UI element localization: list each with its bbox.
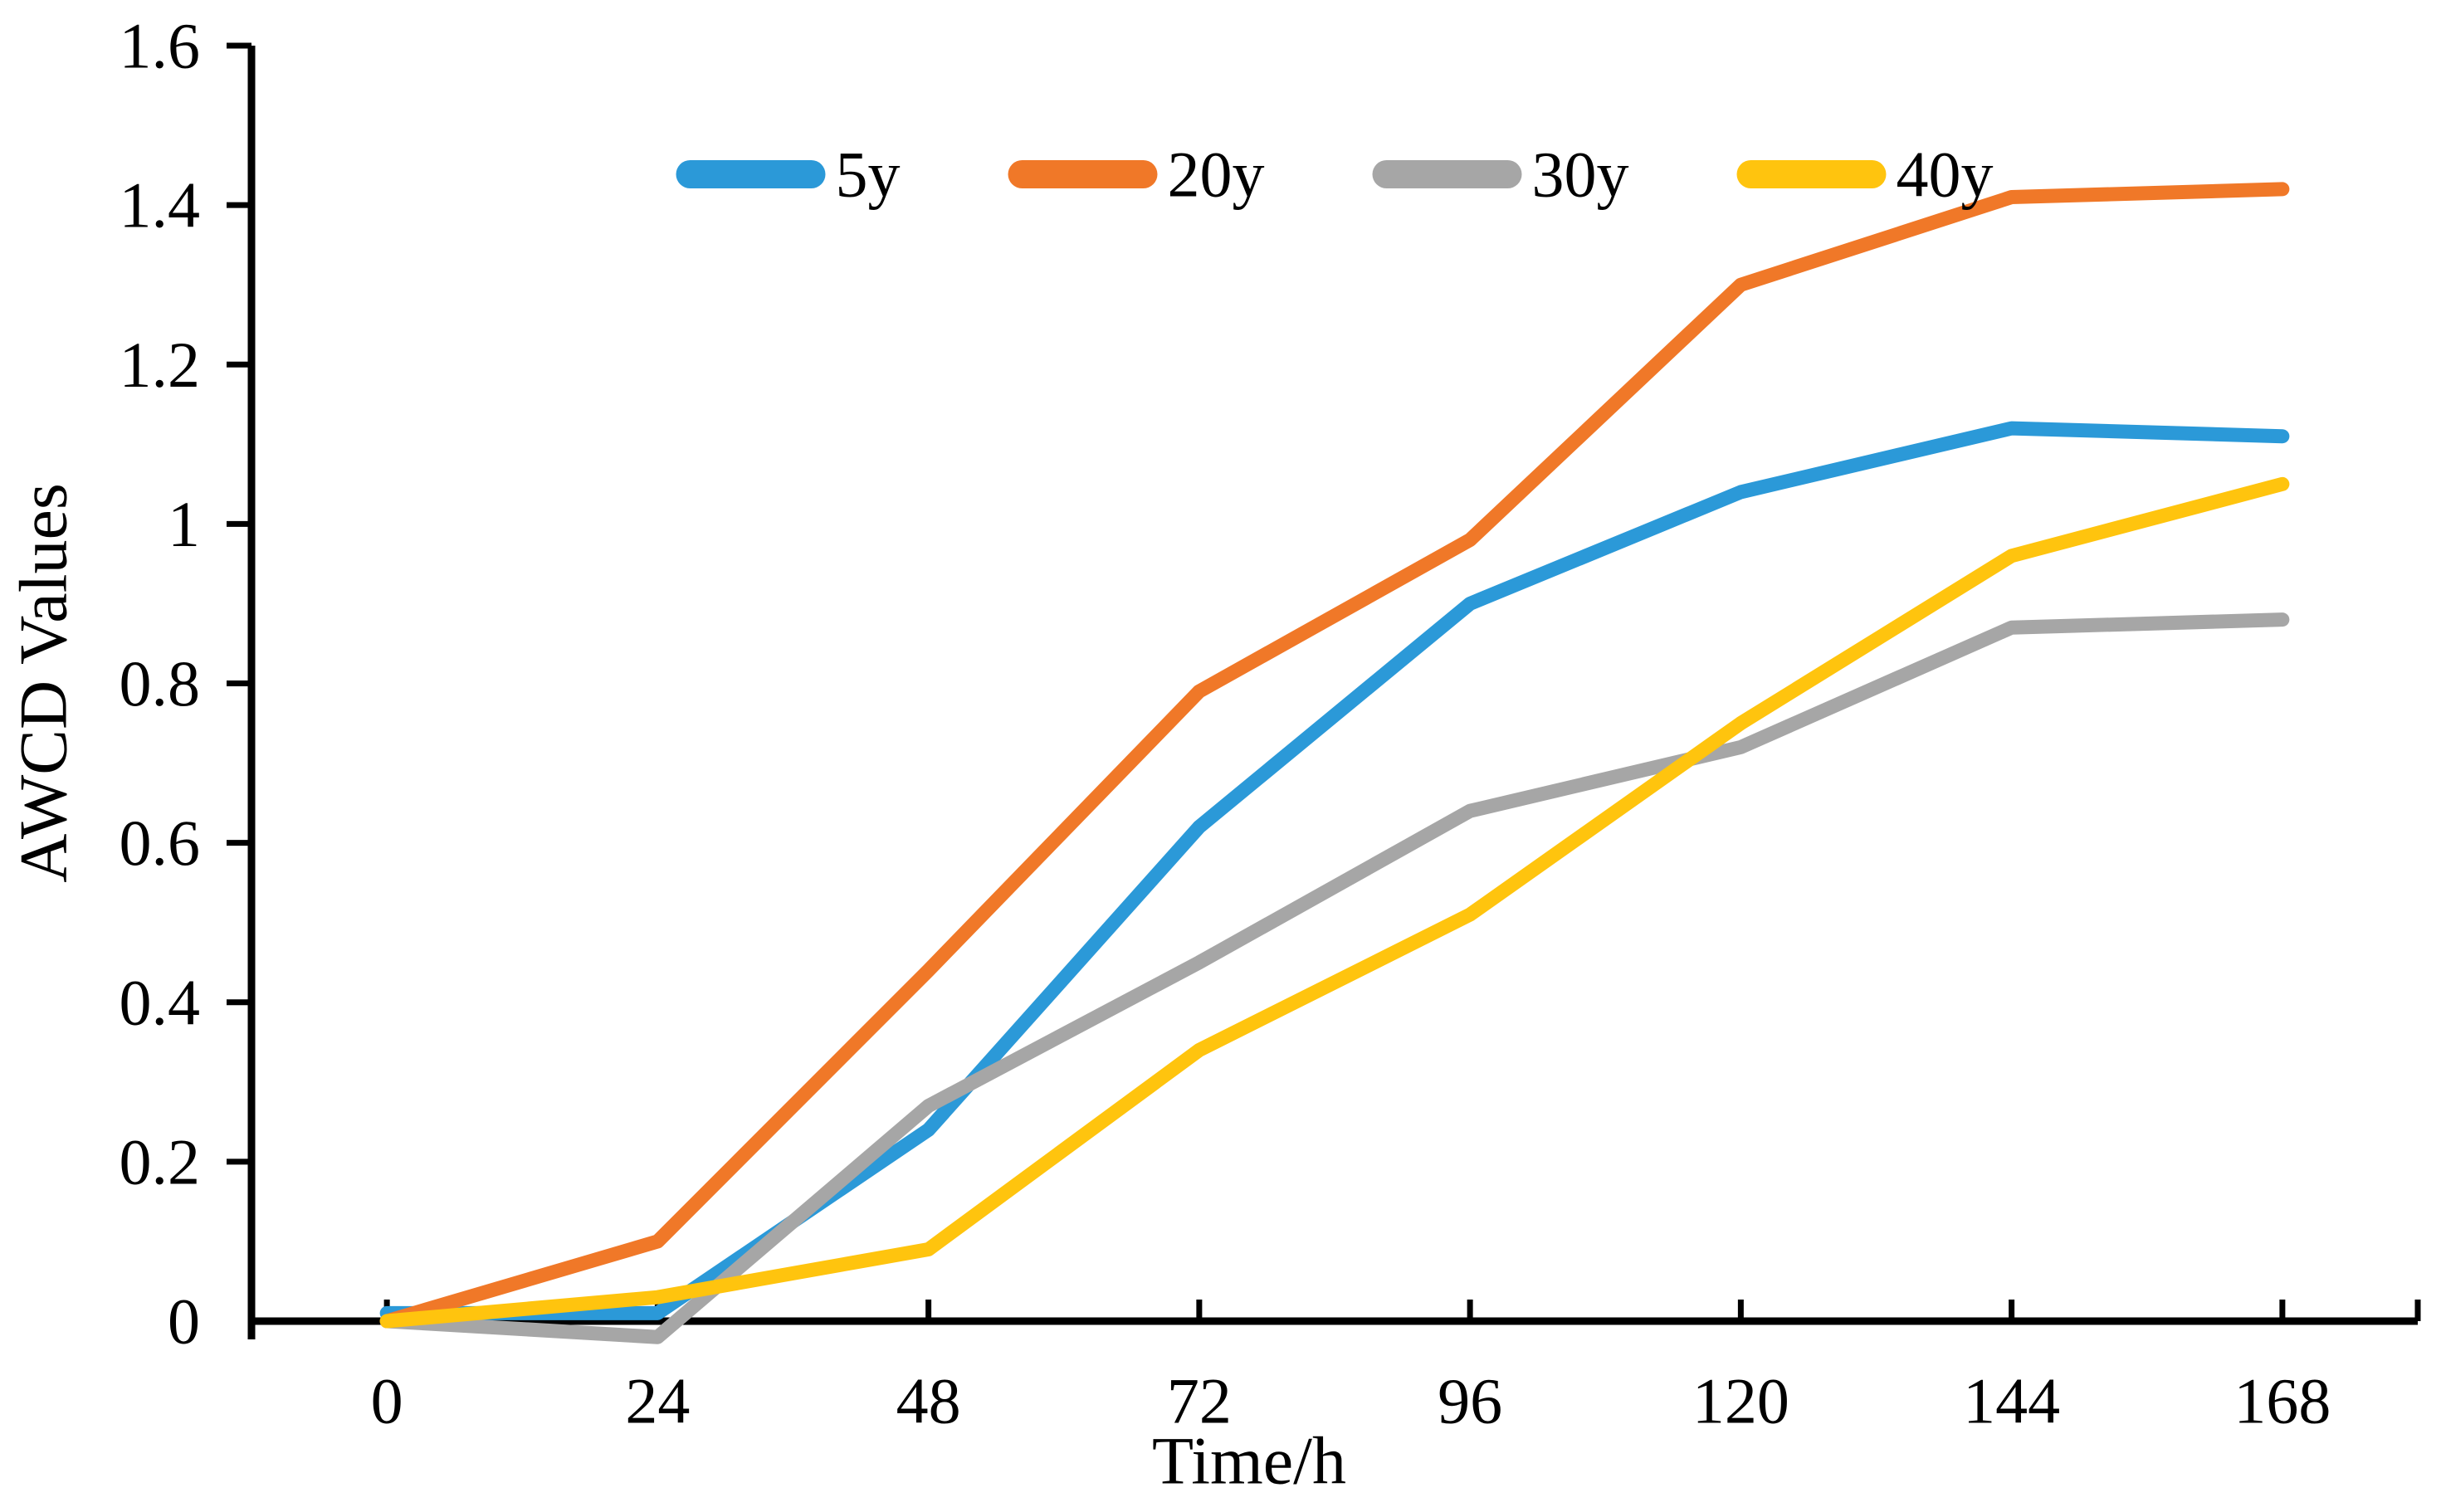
- legend-marker-40y: [1736, 160, 1887, 188]
- legend-marker-20y: [1008, 160, 1158, 188]
- y-tick-label-0.6: 0.6: [120, 807, 201, 879]
- legend-item-40y: 40y: [1736, 139, 1994, 211]
- y-tick-label-0: 0: [168, 1285, 200, 1358]
- y-tick-label-1.2: 1.2: [120, 329, 201, 401]
- x-tick-label-48: 48: [896, 1365, 961, 1437]
- x-tick-label-168: 168: [2234, 1365, 2331, 1437]
- y-axis-ticks: 0 0.2 0.4 0.6 0.8 1 1.2 1.4 1.6: [120, 10, 251, 1358]
- legend-label-30y: 30y: [1532, 139, 1629, 211]
- axis-lines: [247, 46, 2418, 1339]
- y-tick-label-1: 1: [168, 488, 200, 560]
- y-tick-label-1.4: 1.4: [120, 169, 201, 241]
- y-tick-label-1.6: 1.6: [120, 10, 201, 82]
- legend-item-30y: 30y: [1372, 139, 1629, 211]
- legend-label-40y: 40y: [1897, 139, 1994, 211]
- x-tick-label-144: 144: [1963, 1365, 2060, 1437]
- y-tick-label-0.2: 0.2: [120, 1125, 201, 1197]
- legend-item-5y: 5y: [676, 139, 901, 211]
- series-line-30y: [379, 612, 2290, 1344]
- x-tick-label-0: 0: [371, 1365, 403, 1437]
- x-tick-label-120: 120: [1692, 1365, 1789, 1437]
- legend-marker-5y: [676, 160, 826, 188]
- x-tick-label-72: 72: [1167, 1365, 1232, 1437]
- y-tick-label-0.8: 0.8: [120, 647, 201, 719]
- legend-marker-30y: [1372, 160, 1522, 188]
- series-line-20y: [379, 182, 2290, 1329]
- x-axis-ticks: 0 24 48 72 96 120 144 168: [371, 1300, 2421, 1437]
- legend-label-20y: 20y: [1168, 139, 1265, 211]
- legend-label-5y: 5y: [836, 139, 901, 211]
- y-tick-label-0.4: 0.4: [120, 966, 201, 1038]
- legend: 5y 20y 30y 40y: [676, 139, 1994, 211]
- axes: [247, 46, 2418, 1339]
- x-tick-label-24: 24: [625, 1365, 690, 1437]
- x-axis-title: Time/h: [1152, 1423, 1346, 1499]
- series-lines: [379, 182, 2290, 1344]
- legend-item-20y: 20y: [1008, 139, 1265, 211]
- y-axis-title: AWCD Values: [6, 483, 81, 883]
- series-line-40y: [379, 476, 2290, 1329]
- x-tick-label-96: 96: [1438, 1365, 1502, 1437]
